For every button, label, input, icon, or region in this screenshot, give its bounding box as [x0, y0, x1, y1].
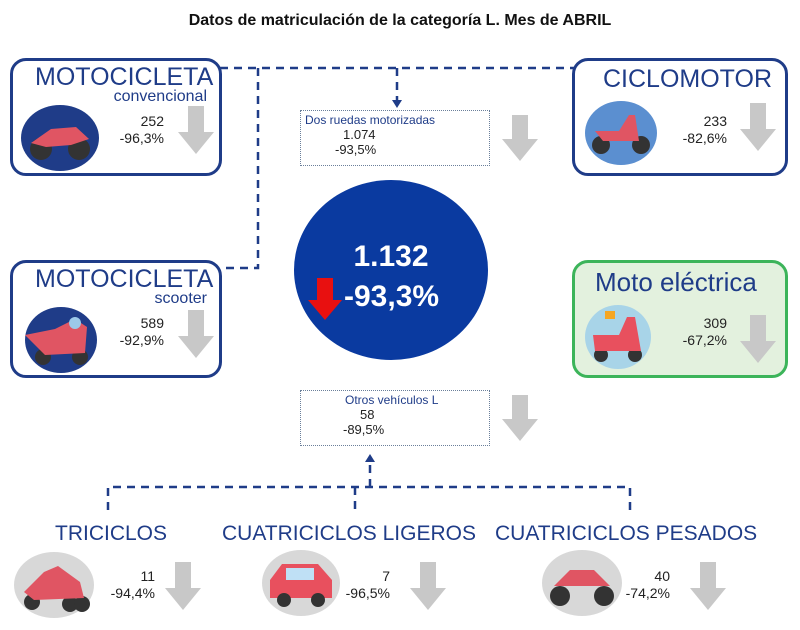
otros-box: Otros vehículos L 58 -89,5%	[300, 390, 490, 446]
card-values: 252 -96,3%	[119, 113, 164, 146]
moped-icon	[585, 101, 657, 165]
card-motocicleta-convencional: MOTOCICLETA convencional 252 -96,3%	[10, 58, 222, 176]
arrowhead-up-icon	[365, 454, 375, 462]
down-arrow-icon	[740, 103, 776, 151]
down-arrow-icon	[740, 315, 776, 363]
cuatriciclos-ligeros-values: 7 -96,5%	[345, 568, 390, 601]
down-arrow-icon	[178, 310, 214, 358]
down-arrow-icon	[178, 106, 214, 154]
card-title: MOTOCICLETA	[35, 265, 214, 293]
light-quadricycle-icon	[262, 550, 340, 616]
scooter-icon	[25, 307, 97, 373]
card-motocicleta-scooter: MOTOCICLETA scooter 589 -92,9%	[10, 260, 222, 378]
card-values: 309 -67,2%	[682, 315, 727, 348]
down-arrow-icon	[410, 562, 446, 610]
electric-scooter-icon	[585, 305, 651, 369]
down-arrow-icon	[502, 395, 538, 441]
connector-left	[220, 68, 260, 270]
red-down-arrow-icon	[308, 278, 342, 320]
otros-label: Otros vehículos L	[345, 393, 439, 407]
quad-bike-icon	[542, 550, 622, 616]
otros-change: -89,5%	[343, 422, 385, 437]
down-arrow-icon	[165, 562, 201, 610]
tricycle-icon	[14, 552, 94, 618]
card-title: Moto eléctrica	[595, 267, 757, 297]
motorcycle-icon	[21, 105, 99, 171]
down-arrow-icon	[690, 562, 726, 610]
card-moto-electrica: Moto eléctrica 309 -67,2%	[572, 260, 788, 378]
card-subtitle: convencional	[113, 88, 207, 105]
otros-value: 58	[360, 407, 375, 422]
page-title: Datos de matriculación de la categoría L…	[188, 12, 612, 29]
cuatriciclos-ligeros-title: CUATRICICLOS LIGEROS	[222, 522, 476, 545]
connector-bottom	[106, 485, 632, 510]
dos-ruedas-box: Dos ruedas motorizadas 1.074 -93,5%	[300, 110, 490, 166]
card-values: 589 -92,9%	[119, 315, 164, 348]
cuatriciclos-pesados-values: 40 -74,2%	[625, 568, 670, 601]
total-value: 1.132	[353, 240, 429, 273]
arrowhead-down-icon	[392, 100, 402, 108]
card-ciclomotor: CICLOMOTOR 233 -82,6%	[572, 58, 788, 176]
triciclos-values: 11 -94,4%	[110, 568, 155, 601]
card-values: 233 -82,6%	[682, 113, 727, 146]
cuatriciclos-pesados-title: CUATRICICLOS PESADOS	[495, 522, 758, 545]
card-subtitle: scooter	[154, 290, 207, 307]
down-arrow-icon	[502, 115, 538, 161]
total-circle: 1.132 -93,3%	[294, 180, 488, 360]
dos-ruedas-label: Dos ruedas motorizadas	[305, 113, 436, 127]
dos-ruedas-value: 1.074	[343, 127, 376, 142]
card-title: MOTOCICLETA	[35, 63, 214, 91]
triciclos-title: TRICICLOS	[55, 522, 168, 545]
total-change: -93,3%	[344, 280, 440, 313]
card-title: CICLOMOTOR	[603, 65, 772, 93]
dos-ruedas-change: -93,5%	[335, 142, 377, 157]
